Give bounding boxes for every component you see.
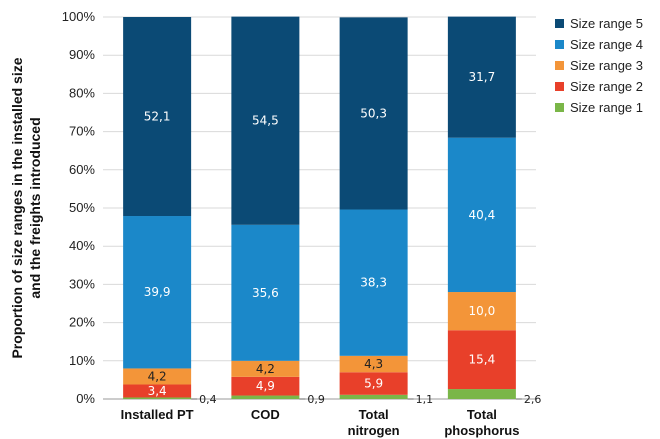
data-label: 15,4 xyxy=(469,353,496,367)
legend-entry: Size range 4 xyxy=(570,37,643,52)
legend-entry: Size range 5 xyxy=(570,16,643,31)
bar-segment xyxy=(339,17,408,210)
data-label: 5,9 xyxy=(364,377,383,391)
legend-swatch xyxy=(555,19,564,28)
bar-segment xyxy=(447,330,516,390)
y-tick-label: 70% xyxy=(69,124,95,139)
data-label: 0,9 xyxy=(307,393,325,406)
legend-entry: Size range 2 xyxy=(570,79,643,94)
data-label: 10,0 xyxy=(469,304,496,318)
bar-segment xyxy=(123,17,192,217)
data-label: 4,2 xyxy=(256,362,275,376)
data-label: 31,7 xyxy=(469,70,496,84)
legend-swatch xyxy=(555,40,564,49)
y-axis-label: Proportion of size ranges in the install… xyxy=(9,57,43,358)
data-label: 52,1 xyxy=(144,110,171,124)
bar-segment xyxy=(231,224,300,361)
bar-segment xyxy=(447,292,516,331)
x-category-label: nitrogen xyxy=(348,423,400,438)
legend: Size range 5 Size range 4 Size range 3 Size… xyxy=(555,16,643,115)
bar-segment xyxy=(231,360,300,377)
legend-swatch xyxy=(555,103,564,112)
bar-segment xyxy=(123,384,192,398)
data-label: 4,3 xyxy=(364,357,383,371)
legend-swatch xyxy=(555,61,564,70)
x-category-label: Total xyxy=(359,407,389,422)
y-axis-label-line-2: and the freights introduced xyxy=(27,117,43,298)
y-tick-label: 40% xyxy=(69,238,95,253)
y-tick-label: 30% xyxy=(69,276,95,291)
y-tick-label: 50% xyxy=(69,200,95,215)
bar-segment xyxy=(123,216,192,369)
data-label: 1,1 xyxy=(416,393,434,406)
data-label: 4,9 xyxy=(256,379,275,393)
bar-segment xyxy=(339,394,408,399)
bar-segment xyxy=(231,376,300,396)
y-tick-label: 10% xyxy=(69,353,95,368)
bar-segment xyxy=(123,397,192,399)
bar-segment xyxy=(447,137,516,293)
data-label: 54,5 xyxy=(252,114,279,128)
y-tick-label: 0% xyxy=(76,391,95,406)
x-category-label: COD xyxy=(251,407,280,422)
x-category-label: Installed PT xyxy=(121,407,194,422)
data-label: 0,4 xyxy=(199,393,217,406)
y-tick-label: 20% xyxy=(69,315,95,330)
y-axis-ticks: 0% 10% 20% 30% 40% 50% 60% 70% 80% 90% 100% xyxy=(62,9,96,406)
bar-segment xyxy=(447,389,516,399)
x-category-label: phosphorus xyxy=(444,423,519,438)
legend-swatch xyxy=(555,82,564,91)
y-tick-label: 80% xyxy=(69,85,95,100)
bar-segment xyxy=(123,368,192,385)
data-label: 40,4 xyxy=(469,208,496,222)
bar-segment xyxy=(231,395,300,399)
legend-entry: Size range 3 xyxy=(570,58,643,73)
data-label: 35,6 xyxy=(252,286,279,300)
y-tick-label: 90% xyxy=(69,47,95,62)
data-label: 39,9 xyxy=(144,285,171,299)
data-label: 50,3 xyxy=(360,106,387,120)
legend-entry: Size range 1 xyxy=(570,100,643,115)
data-label: 4,2 xyxy=(148,369,167,383)
y-tick-label: 60% xyxy=(69,162,95,177)
data-label: 3,4 xyxy=(148,384,167,398)
bar-segment xyxy=(231,16,300,225)
y-axis-label-line-1: Proportion of size ranges in the install… xyxy=(9,57,25,358)
bar-segment xyxy=(339,372,408,395)
x-axis-categories: Installed PT COD TotalnitrogenTotalphospho… xyxy=(121,407,520,438)
bar-segment xyxy=(339,355,408,373)
bar-segment xyxy=(339,209,408,356)
x-category-label: Total xyxy=(467,407,497,422)
bars: 0,43,44,239,952,10,94,94,235,654,51,15,9… xyxy=(123,16,542,406)
data-label: 38,3 xyxy=(360,276,387,290)
bar-segment xyxy=(447,16,516,138)
y-tick-label: 100% xyxy=(62,9,96,24)
data-label: 2,6 xyxy=(524,393,542,406)
